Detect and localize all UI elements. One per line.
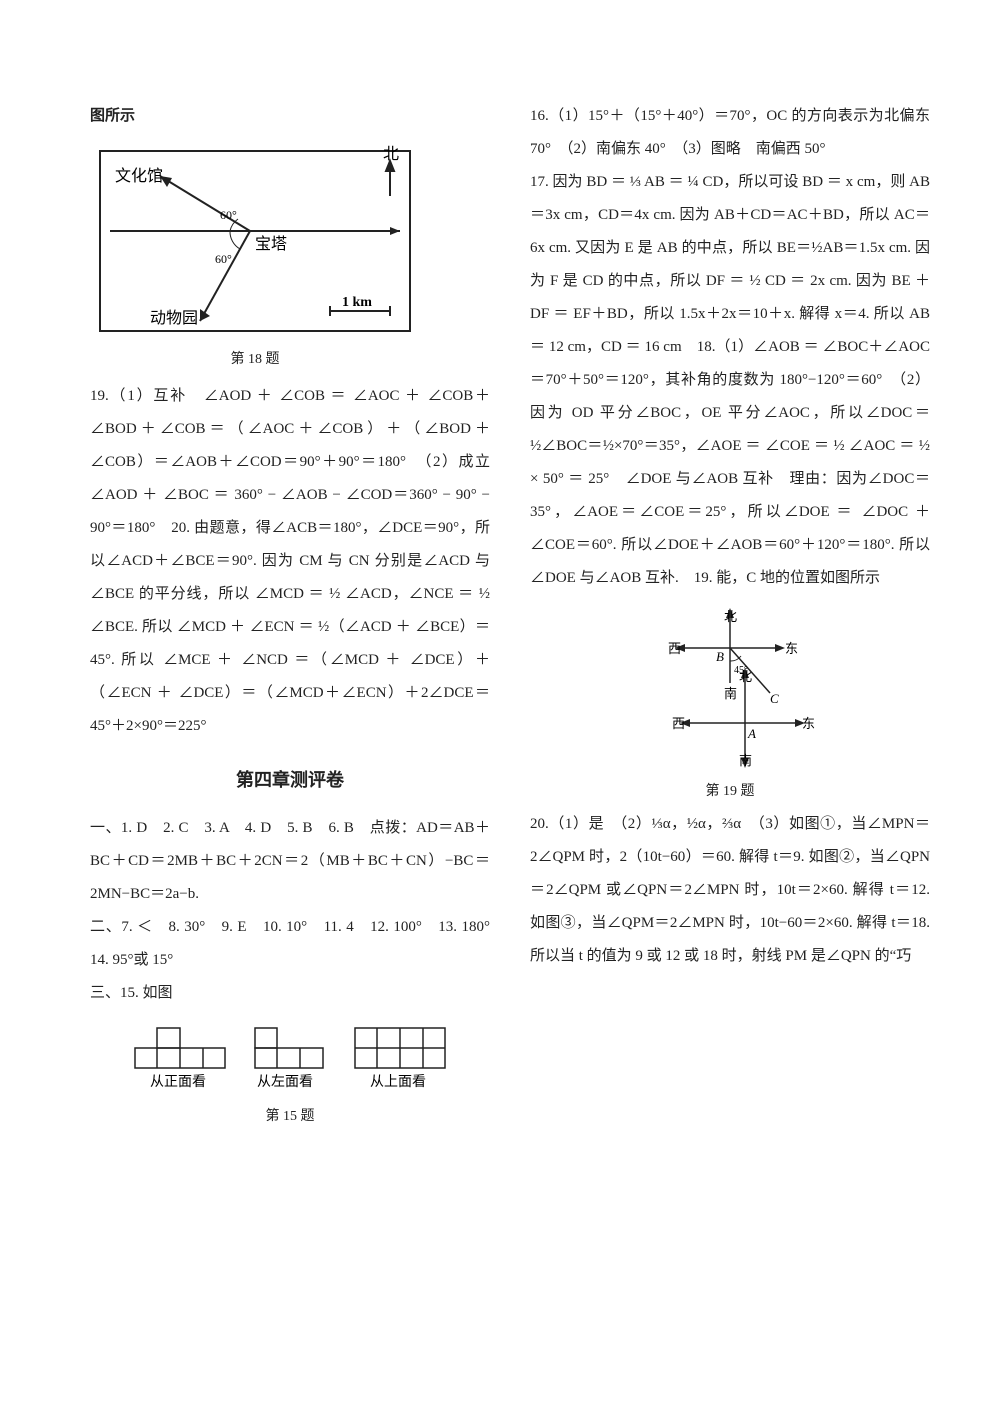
fig15-v1: 从正面看	[150, 1074, 206, 1090]
section-2: 二、7. ＜ 8. 30° 9. E 10. 10° 11. 4 12. 100…	[90, 911, 490, 977]
fig18-bei: 北	[383, 145, 399, 163]
fig19-w1: 西	[668, 641, 681, 656]
figure-15: 从正面看 从左面看 从上面看 第 15 题	[125, 1018, 455, 1133]
fig19-e1: 东	[785, 641, 798, 656]
fig18-angle2: 60°	[215, 252, 232, 266]
fig18-caption: 第 18 题	[90, 345, 420, 376]
fig19-B: B	[716, 649, 724, 664]
fig19-caption: 第 19 题	[630, 777, 830, 808]
right-column: 16.（1）15°＋（15°＋40°）＝70°，OC 的方向表示为北偏东 70°…	[530, 100, 930, 1133]
fig18-wenhua: 文化馆	[115, 167, 163, 185]
figure-18-svg: 文化馆 宝塔 动物园 北 60° 60° 1 km	[90, 141, 420, 341]
figure-15-svg: 从正面看 从左面看 从上面看	[125, 1018, 455, 1098]
figure-18: 文化馆 宝塔 动物园 北 60° 60° 1 km 第 18 题	[90, 141, 420, 376]
figure-19-svg: 北 南 东 西 北 南 东 西 B A C 45°	[630, 603, 830, 773]
section-1: 一、1. D 2. C 3. A 4. D 5. B 6. B 点拨：AD＝AB…	[90, 812, 490, 911]
section-3: 三、15. 如图	[90, 977, 490, 1010]
fig19-C: C	[770, 691, 779, 706]
fig18-scale: 1 km	[342, 295, 372, 310]
fig15-v2: 从左面看	[257, 1074, 313, 1090]
left-column: 图所示	[90, 100, 490, 1133]
fig19-n1: 北	[724, 609, 737, 624]
problem-16: 16.（1）15°＋（15°＋40°）＝70°，OC 的方向表示为北偏东 70°…	[530, 100, 930, 166]
fig19-s1: 南	[724, 686, 737, 701]
chapter4-title: 第四章测评卷	[90, 761, 490, 801]
fig18-angle1: 60°	[220, 208, 237, 222]
problem-17-18-19: 17. 因为 BD ＝ ⅓ AB ＝ ¼ CD，所以可设 BD ＝ x cm，则…	[530, 166, 930, 595]
fig19-A: A	[747, 726, 756, 741]
fig19-w2: 西	[672, 716, 685, 731]
fig19-ang: 45°	[734, 665, 748, 676]
fig19-e2: 东	[802, 716, 815, 731]
fig18-dongwu: 动物园	[150, 309, 198, 327]
fig19-s2: 南	[739, 753, 752, 768]
fig18-baota: 宝塔	[255, 235, 287, 253]
fig15-caption: 第 15 题	[125, 1102, 455, 1133]
figure-19: 北 南 东 西 北 南 东 西 B A C 45° 第 19 题	[630, 603, 830, 808]
intro-text: 图所示	[90, 100, 490, 133]
fig15-v3: 从上面看	[370, 1074, 426, 1090]
problem-20: 20.（1）是 （2）⅓α，½α，⅔α （3）如图①，当∠MPN＝2∠QPM 时…	[530, 808, 930, 973]
problem-19-20: 19.（1）互补 ∠AOD ＋ ∠COB ＝ ∠AOC ＋ ∠COB＋∠BOD＋…	[90, 380, 490, 743]
